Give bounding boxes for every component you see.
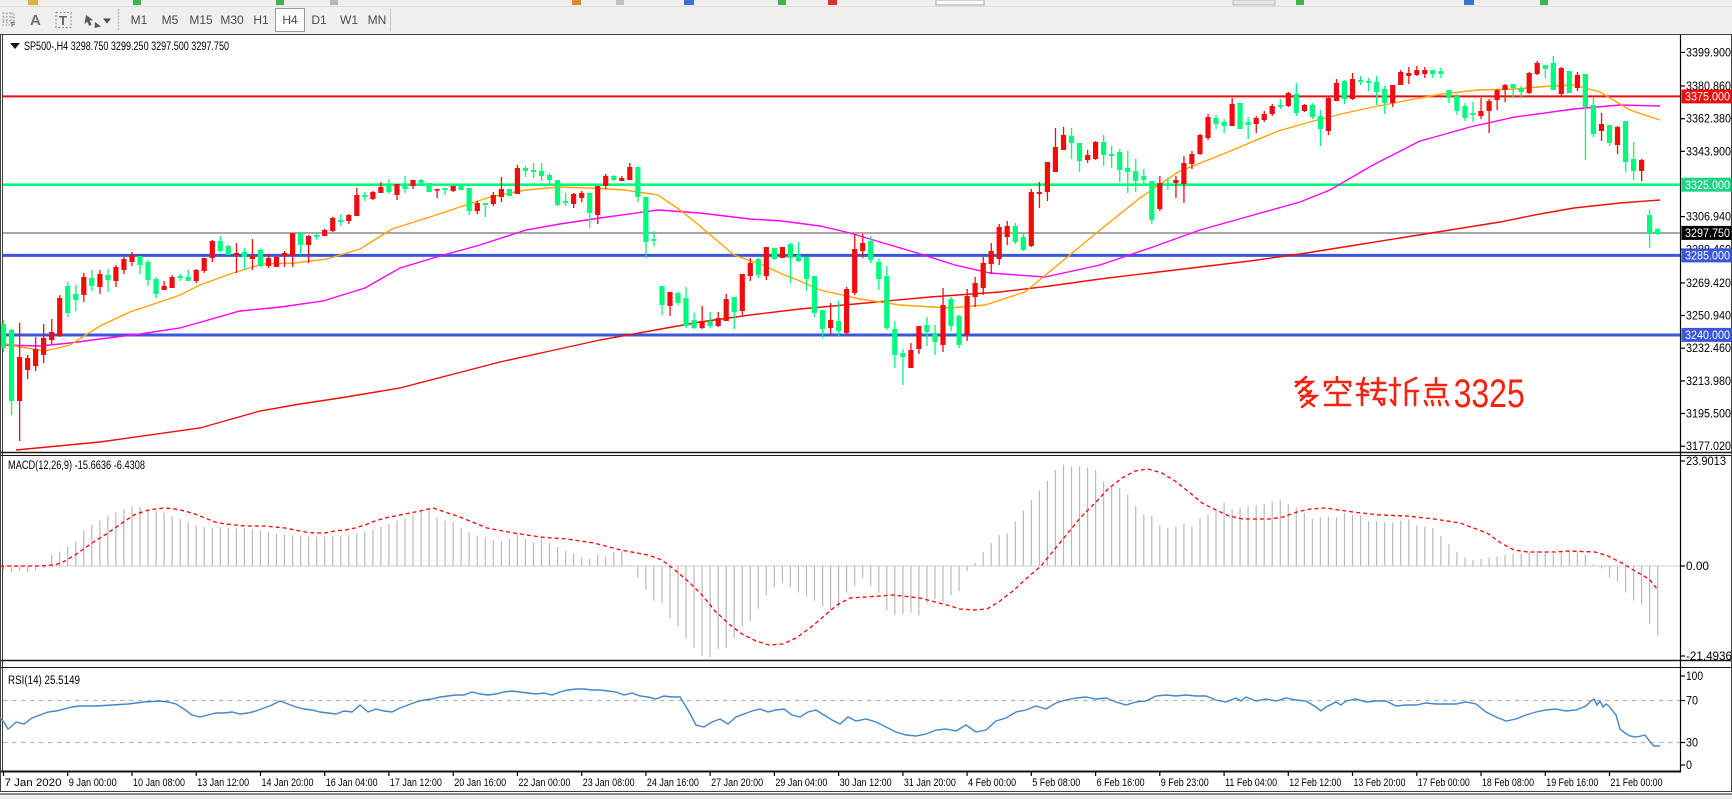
svg-text:100: 100 [1686,671,1703,683]
svg-text:M1: M1 [131,13,148,27]
svg-text:12 Feb 12:00: 12 Feb 12:00 [1289,777,1341,789]
svg-text:10 Jan 08:00: 10 Jan 08:00 [133,777,185,789]
svg-text:0.00: 0.00 [1686,561,1709,573]
svg-text:14 Jan 20:00: 14 Jan 20:00 [262,777,314,789]
svg-text:M15: M15 [189,13,213,27]
svg-text:6 Feb 16:00: 6 Feb 16:00 [1097,777,1145,789]
svg-text:30 Jan 12:00: 30 Jan 12:00 [840,777,892,789]
svg-text:T: T [59,13,67,28]
svg-text:11 Feb 04:00: 11 Feb 04:00 [1225,777,1277,789]
svg-text:3285.000: 3285.000 [1685,251,1730,263]
svg-text:3325.000: 3325.000 [1685,180,1730,192]
svg-text:3297.750: 3297.750 [1685,228,1730,240]
svg-text:13 Feb 20:00: 13 Feb 20:00 [1354,777,1406,789]
svg-text:22 Jan 00:00: 22 Jan 00:00 [518,777,570,789]
svg-text:18 Feb 08:00: 18 Feb 08:00 [1482,777,1534,789]
svg-text:3399.900: 3399.900 [1686,47,1731,59]
svg-text:W1: W1 [340,13,358,27]
svg-text:RSI(14) 25.5149: RSI(14) 25.5149 [8,675,80,687]
svg-text:3177.020: 3177.020 [1686,441,1731,453]
svg-text:20 Jan 16:00: 20 Jan 16:00 [454,777,506,789]
svg-text:3213.980: 3213.980 [1686,376,1731,388]
svg-text:-21.4936: -21.4936 [1686,651,1732,663]
svg-text:31 Jan 20:00: 31 Jan 20:00 [904,777,956,789]
svg-text:3240.000: 3240.000 [1685,330,1730,342]
svg-text:13 Jan 12:00: 13 Jan 12:00 [197,777,249,789]
svg-text:3195.500: 3195.500 [1686,409,1731,421]
svg-text:24 Jan 16:00: 24 Jan 16:00 [647,777,699,789]
svg-text:7 Jan 2020: 7 Jan 2020 [5,777,62,789]
svg-text:MACD(12,26,9) -15.6636 -6.4308: MACD(12,26,9) -15.6636 -6.4308 [8,460,145,472]
svg-text:3343.900: 3343.900 [1686,146,1731,158]
svg-text:3325: 3325 [1454,371,1525,416]
svg-text:3269.420: 3269.420 [1686,278,1731,290]
svg-text:70: 70 [1686,696,1698,708]
svg-text:27 Jan 20:00: 27 Jan 20:00 [711,777,763,789]
svg-text:21 Feb 00:00: 21 Feb 00:00 [1611,777,1663,789]
svg-text:3250.940: 3250.940 [1686,311,1731,323]
svg-text:29 Jan 04:00: 29 Jan 04:00 [775,777,827,789]
svg-text:23 Jan 08:00: 23 Jan 08:00 [583,777,635,789]
svg-text:30: 30 [1686,738,1698,750]
svg-text:A: A [30,12,41,29]
svg-text:H4: H4 [282,13,298,27]
svg-text:SP500-,H4 3298.750 3299.250 3: SP500-,H4 3298.750 3299.250 3297.500 329… [24,41,229,53]
svg-text:D1: D1 [311,13,327,27]
svg-text:3232.460: 3232.460 [1686,343,1731,355]
svg-text:4 Feb 00:00: 4 Feb 00:00 [968,777,1016,789]
svg-text:9 Feb 23:00: 9 Feb 23:00 [1161,777,1209,789]
svg-text:MN: MN [368,13,387,27]
svg-text:F: F [11,22,15,29]
svg-text:0: 0 [1686,760,1692,772]
svg-text:9 Jan 00:00: 9 Jan 00:00 [69,777,117,789]
svg-text:5 Feb 08:00: 5 Feb 08:00 [1032,777,1080,789]
svg-text:19 Feb 16:00: 19 Feb 16:00 [1546,777,1598,789]
svg-text:16 Jan 04:00: 16 Jan 04:00 [326,777,378,789]
svg-text:H1: H1 [253,13,269,27]
svg-text:17 Jan 12:00: 17 Jan 12:00 [390,777,442,789]
svg-text:23.9013: 23.9013 [1686,456,1726,468]
svg-text:3306.940: 3306.940 [1686,212,1731,224]
svg-text:M30: M30 [220,13,244,27]
svg-text:3362.380: 3362.380 [1686,114,1731,126]
svg-text:3375.000: 3375.000 [1685,92,1730,104]
svg-text:17 Feb 00:00: 17 Feb 00:00 [1418,777,1470,789]
svg-text:M5: M5 [162,13,179,27]
